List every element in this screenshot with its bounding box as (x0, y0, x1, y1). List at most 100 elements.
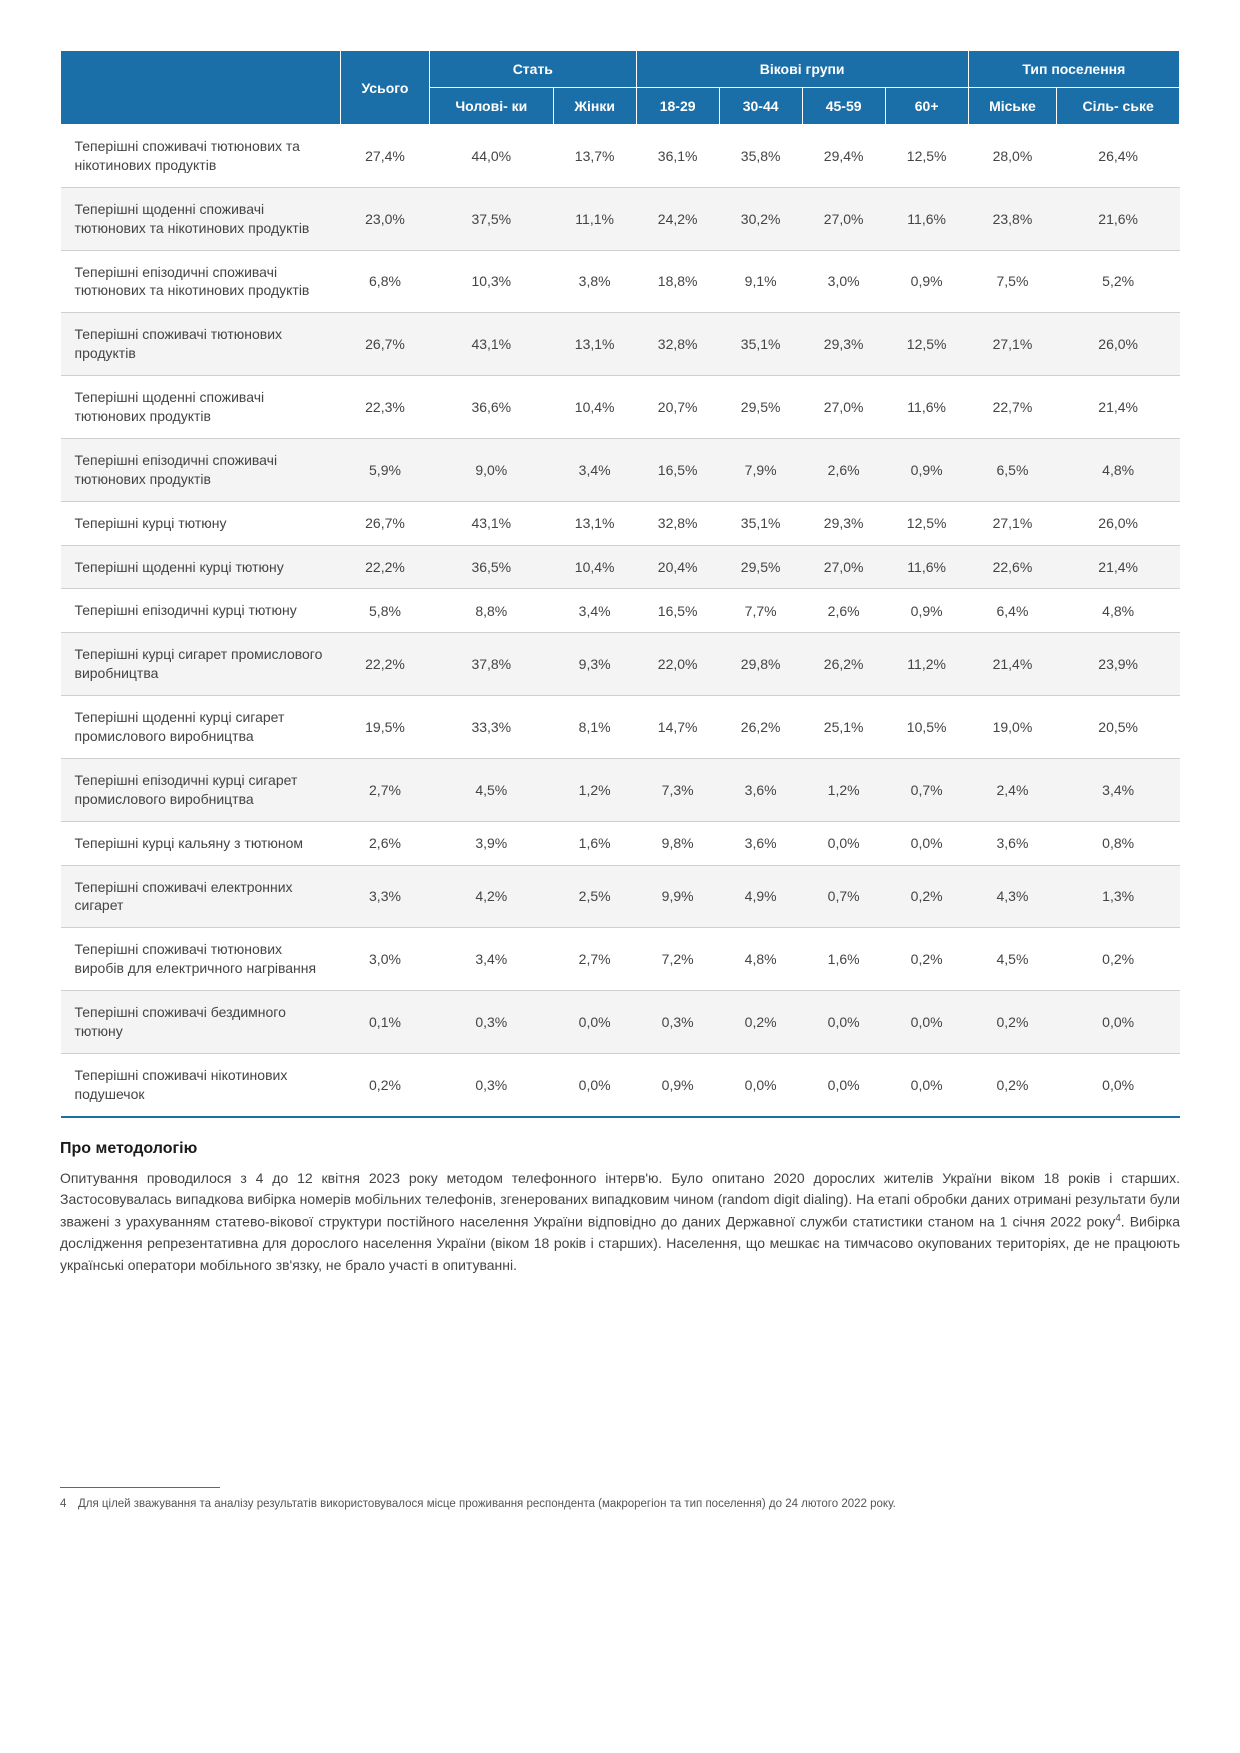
cell-value: 35,1% (719, 313, 802, 376)
cell-value: 9,0% (429, 438, 553, 501)
table-row: Теперішні курці тютюну26,7%43,1%13,1%32,… (61, 501, 1180, 545)
cell-value: 1,6% (553, 821, 636, 865)
cell-value: 20,4% (636, 545, 719, 589)
table-header: Усього Стать Вікові групи Тип поселення … (61, 51, 1180, 125)
cell-value: 7,2% (636, 928, 719, 991)
cell-value: 0,3% (429, 1053, 553, 1116)
cell-value: 3,6% (719, 758, 802, 821)
cell-value: 0,7% (885, 758, 968, 821)
cell-value: 44,0% (429, 125, 553, 188)
header-gender-male: Чолові- ки (429, 88, 553, 125)
header-blank (61, 51, 341, 125)
cell-value: 0,2% (885, 865, 968, 928)
row-label: Теперішні епізодичні споживачі тютюнових… (61, 250, 341, 313)
header-age-0: 18-29 (636, 88, 719, 125)
cell-value: 27,4% (341, 125, 430, 188)
cell-value: 9,8% (636, 821, 719, 865)
cell-value: 25,1% (802, 696, 885, 759)
row-label: Теперішні епізодичні курці тютюну (61, 589, 341, 633)
row-label: Теперішні щоденні споживачі тютюнових пр… (61, 376, 341, 439)
row-label: Теперішні щоденні споживачі тютюнових та… (61, 187, 341, 250)
cell-value: 0,9% (885, 250, 968, 313)
cell-value: 0,9% (885, 438, 968, 501)
cell-value: 7,9% (719, 438, 802, 501)
cell-value: 13,1% (553, 501, 636, 545)
cell-value: 4,8% (1057, 589, 1180, 633)
cell-value: 29,8% (719, 633, 802, 696)
cell-value: 26,7% (341, 313, 430, 376)
cell-value: 29,5% (719, 545, 802, 589)
cell-value: 3,9% (429, 821, 553, 865)
cell-value: 27,0% (802, 187, 885, 250)
cell-value: 0,0% (885, 1053, 968, 1116)
header-age: Вікові групи (636, 51, 968, 88)
cell-value: 29,3% (802, 313, 885, 376)
cell-value: 21,6% (1057, 187, 1180, 250)
cell-value: 26,2% (802, 633, 885, 696)
cell-value: 29,5% (719, 376, 802, 439)
cell-value: 10,5% (885, 696, 968, 759)
header-total: Усього (341, 51, 430, 125)
cell-value: 0,0% (1057, 991, 1180, 1054)
table-row: Теперішні споживачі електронних сигарет3… (61, 865, 1180, 928)
header-gender-female: Жінки (553, 88, 636, 125)
cell-value: 3,8% (553, 250, 636, 313)
cell-value: 0,0% (802, 991, 885, 1054)
cell-value: 0,2% (341, 1053, 430, 1116)
cell-value: 11,6% (885, 545, 968, 589)
row-label: Теперішні епізодичні споживачі тютюнових… (61, 438, 341, 501)
cell-value: 7,7% (719, 589, 802, 633)
cell-value: 3,3% (341, 865, 430, 928)
cell-value: 6,5% (968, 438, 1057, 501)
cell-value: 13,1% (553, 313, 636, 376)
cell-value: 32,8% (636, 313, 719, 376)
cell-value: 43,1% (429, 501, 553, 545)
cell-value: 0,2% (968, 991, 1057, 1054)
row-label: Теперішні споживачі нікотинових подушечо… (61, 1053, 341, 1116)
cell-value: 27,0% (802, 545, 885, 589)
cell-value: 11,6% (885, 376, 968, 439)
cell-value: 0,3% (429, 991, 553, 1054)
cell-value: 20,7% (636, 376, 719, 439)
table-row: Теперішні споживачі тютюнових виробів дл… (61, 928, 1180, 991)
header-age-3: 60+ (885, 88, 968, 125)
cell-value: 5,2% (1057, 250, 1180, 313)
cell-value: 3,4% (1057, 758, 1180, 821)
cell-value: 9,3% (553, 633, 636, 696)
cell-value: 14,7% (636, 696, 719, 759)
cell-value: 21,4% (1057, 545, 1180, 589)
cell-value: 36,1% (636, 125, 719, 188)
cell-value: 0,0% (719, 1053, 802, 1116)
cell-value: 0,0% (553, 1053, 636, 1116)
methodology-text-1: Опитування проводилося з 4 до 12 квітня … (60, 1170, 1180, 1230)
cell-value: 0,0% (802, 821, 885, 865)
table-row: Теперішні курці кальяну з тютюном2,6%3,9… (61, 821, 1180, 865)
cell-value: 2,4% (968, 758, 1057, 821)
row-label: Теперішні споживачі електронних сигарет (61, 865, 341, 928)
table-row: Теперішні щоденні курці тютюну22,2%36,5%… (61, 545, 1180, 589)
cell-value: 2,6% (802, 438, 885, 501)
cell-value: 0,0% (802, 1053, 885, 1116)
header-age-2: 45-59 (802, 88, 885, 125)
cell-value: 29,3% (802, 501, 885, 545)
cell-value: 12,5% (885, 501, 968, 545)
cell-value: 22,0% (636, 633, 719, 696)
cell-value: 2,7% (341, 758, 430, 821)
cell-value: 0,0% (885, 991, 968, 1054)
row-label: Теперішні епізодичні курці сигарет проми… (61, 758, 341, 821)
cell-value: 3,4% (429, 928, 553, 991)
cell-value: 22,3% (341, 376, 430, 439)
cell-value: 0,0% (1057, 1053, 1180, 1116)
cell-value: 3,6% (968, 821, 1057, 865)
row-label: Теперішні курці кальяну з тютюном (61, 821, 341, 865)
cell-value: 4,9% (719, 865, 802, 928)
table-body: Теперішні споживачі тютюнових та нікотин… (61, 125, 1180, 1117)
cell-value: 35,8% (719, 125, 802, 188)
cell-value: 0,9% (885, 589, 968, 633)
row-label: Теперішні споживачі бездимного тютюну (61, 991, 341, 1054)
cell-value: 2,7% (553, 928, 636, 991)
cell-value: 6,8% (341, 250, 430, 313)
cell-value: 2,5% (553, 865, 636, 928)
cell-value: 35,1% (719, 501, 802, 545)
cell-value: 23,9% (1057, 633, 1180, 696)
